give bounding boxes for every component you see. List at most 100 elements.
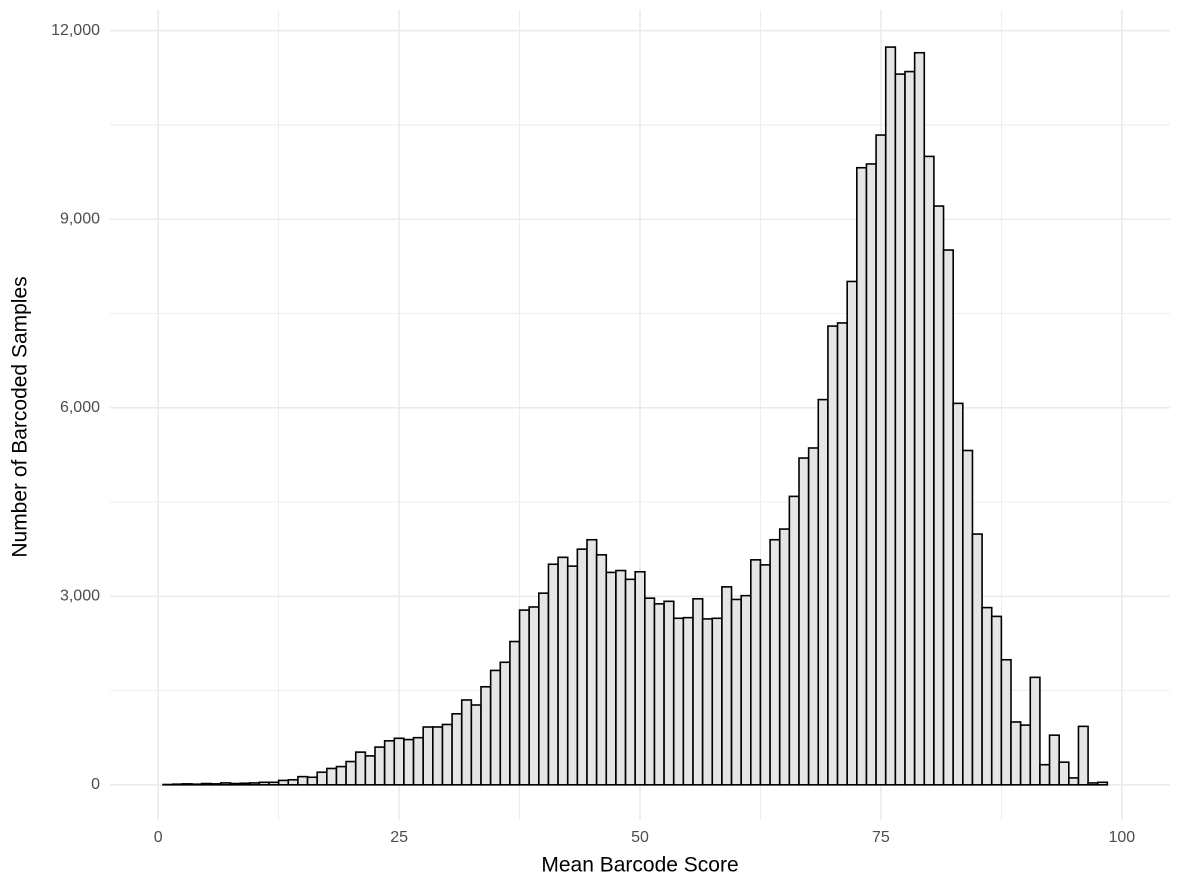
x-tick-label: 75	[872, 829, 890, 846]
bar	[1077, 725, 1089, 786]
bar	[229, 782, 241, 786]
bar	[412, 736, 424, 786]
bar	[335, 765, 347, 786]
bar	[297, 775, 309, 786]
x-tick-label: 0	[154, 829, 163, 846]
y-axis-title: Number of Barcoded Samples	[9, 276, 32, 557]
bar	[1039, 763, 1051, 786]
bar	[827, 325, 839, 786]
bar	[904, 70, 916, 786]
bar	[711, 617, 723, 786]
bar	[1058, 761, 1070, 786]
bar	[316, 771, 328, 786]
bar	[422, 726, 434, 786]
bar	[181, 783, 193, 786]
bar	[364, 755, 376, 786]
bar	[432, 726, 444, 786]
bar	[759, 564, 771, 786]
bar	[807, 447, 820, 786]
bar	[692, 598, 704, 786]
bar	[248, 782, 261, 786]
bar	[981, 606, 993, 786]
y-tick-label: 0	[91, 776, 100, 793]
bar	[403, 738, 415, 786]
bar	[624, 578, 636, 786]
bar	[566, 565, 579, 786]
y-tick-label: 12,000	[51, 22, 100, 39]
bar	[682, 616, 694, 786]
bar	[595, 554, 608, 786]
bar	[672, 617, 685, 786]
bar	[817, 398, 829, 786]
bar	[499, 661, 511, 786]
bar	[354, 751, 367, 786]
bar	[547, 563, 559, 786]
bar	[846, 280, 858, 786]
bar	[644, 597, 656, 786]
bar	[258, 781, 270, 786]
bar	[663, 600, 675, 786]
bar	[489, 669, 502, 786]
y-tick-label: 9,000	[60, 210, 100, 227]
bar	[721, 586, 733, 786]
bar	[615, 569, 627, 786]
bar	[701, 618, 714, 786]
bar	[383, 740, 396, 786]
bar	[268, 781, 280, 786]
bar	[1096, 781, 1109, 786]
x-axis-title: Mean Barcode Score	[541, 854, 738, 877]
bar	[470, 704, 482, 786]
bar	[952, 402, 964, 786]
bar	[990, 615, 1003, 786]
bar	[576, 548, 588, 786]
bar	[740, 594, 752, 786]
bar	[509, 640, 521, 786]
bar	[451, 713, 463, 786]
y-tick-label: 6,000	[60, 399, 100, 416]
bar	[518, 609, 530, 786]
bar	[1029, 676, 1041, 786]
x-tick-label: 50	[631, 829, 649, 846]
bar	[557, 556, 569, 786]
bar	[277, 779, 290, 786]
bar	[788, 495, 800, 786]
bar	[778, 528, 791, 786]
bar	[913, 51, 926, 786]
bar	[653, 603, 665, 786]
bar	[1010, 721, 1022, 786]
bar	[220, 782, 232, 786]
bar	[460, 699, 473, 786]
x-tick-label: 25	[390, 829, 408, 846]
bar	[962, 449, 974, 786]
bar	[306, 776, 318, 786]
bar	[441, 723, 453, 786]
bar	[345, 760, 357, 786]
bar	[393, 737, 405, 786]
bar	[856, 166, 868, 786]
bar	[875, 134, 887, 786]
bar	[884, 46, 897, 786]
bar	[894, 73, 906, 786]
bar	[171, 783, 184, 786]
bar	[605, 571, 617, 786]
bar	[836, 322, 848, 786]
bar	[480, 685, 492, 786]
bar	[191, 783, 203, 786]
x-tick-label: 100	[1108, 829, 1135, 846]
bar	[1087, 782, 1099, 786]
bar	[971, 533, 983, 786]
bar	[865, 163, 877, 786]
bar	[942, 249, 954, 786]
bar	[1048, 734, 1060, 786]
bar	[1019, 724, 1032, 786]
bar	[1068, 777, 1080, 786]
y-tick-label: 3,000	[60, 588, 100, 605]
bar	[210, 783, 222, 786]
bar	[1000, 658, 1012, 786]
bar	[923, 155, 935, 786]
bar	[326, 767, 338, 786]
bar	[798, 457, 810, 786]
bar	[586, 538, 598, 786]
bar	[538, 592, 550, 786]
